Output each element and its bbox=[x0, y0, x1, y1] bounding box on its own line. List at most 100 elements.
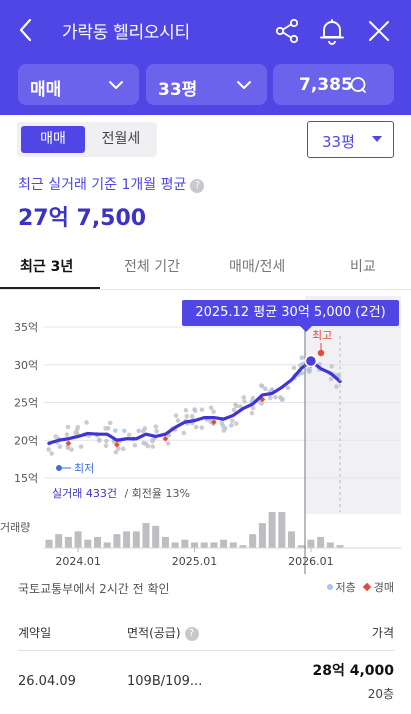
volume-bar bbox=[84, 539, 92, 548]
y-tick-label: 20억 bbox=[14, 434, 38, 447]
share-icon[interactable] bbox=[274, 18, 300, 44]
tab-sale-rent[interactable]: 매매/전세 bbox=[229, 259, 286, 275]
trade-point bbox=[142, 426, 148, 431]
row-floor: 20층 bbox=[367, 687, 394, 701]
trade-stats: 실거래 433건 / 회전율 13% bbox=[52, 487, 190, 500]
volume-bar bbox=[317, 536, 325, 548]
tab-recent-3y[interactable]: 최근 3년 bbox=[20, 259, 74, 275]
close-icon[interactable] bbox=[366, 18, 392, 44]
volume-bar bbox=[326, 542, 334, 548]
auction-diamond-icon bbox=[362, 582, 371, 592]
volume-bar bbox=[307, 539, 315, 548]
trade-point bbox=[233, 402, 238, 407]
trade-point bbox=[184, 413, 190, 419]
trade-point bbox=[120, 446, 126, 452]
volume-bar bbox=[132, 531, 140, 548]
trade-point bbox=[189, 414, 195, 419]
x-tick-label: 2024.01 bbox=[55, 555, 101, 568]
volume-bar bbox=[142, 523, 150, 548]
high-marker: 최고 bbox=[312, 329, 332, 357]
back-arrow-icon[interactable] bbox=[14, 17, 40, 43]
size-dropdown[interactable]: 33평 bbox=[146, 64, 267, 105]
trade-point bbox=[150, 444, 155, 449]
trade-point bbox=[285, 385, 291, 391]
price-basis-text: 최근 실거래 기준 1개월 평균 bbox=[18, 177, 187, 193]
chart-legend: 저층 경매 bbox=[326, 579, 394, 595]
x-axis-ticks: 2024.01 2025.01 2026.01 bbox=[55, 548, 334, 568]
trade-point bbox=[291, 365, 297, 371]
trade-point bbox=[153, 424, 159, 429]
volume-bar bbox=[239, 545, 247, 548]
turnover-rate: / 회전율 13% bbox=[124, 487, 190, 500]
trade-point bbox=[249, 410, 255, 416]
tooltip-tail bbox=[300, 326, 312, 332]
trade-toggle: 매매 전월세 bbox=[17, 122, 157, 157]
volume-bar bbox=[64, 536, 72, 548]
bell-icon[interactable] bbox=[318, 17, 346, 45]
row-area: 109B/109... bbox=[127, 674, 203, 689]
trade-point bbox=[267, 395, 273, 401]
low-marker: 최저 bbox=[56, 462, 94, 475]
trade-point bbox=[113, 449, 119, 455]
period-tabs: 최근 3년 전체 기간 매매/전세 비교 bbox=[0, 240, 411, 290]
trade-point bbox=[103, 443, 109, 449]
trade-point bbox=[229, 418, 235, 424]
trade-point bbox=[241, 395, 247, 400]
tab-compare[interactable]: 비교 bbox=[350, 259, 376, 275]
trade-point bbox=[242, 399, 247, 404]
trade-point bbox=[78, 444, 84, 449]
trade-point bbox=[73, 430, 78, 436]
trade-point bbox=[154, 428, 159, 434]
trade-type-dropdown[interactable]: 매매 bbox=[18, 64, 139, 105]
trade-point bbox=[84, 420, 89, 425]
volume-bar bbox=[288, 531, 295, 548]
volume-bar bbox=[171, 542, 179, 548]
size-select-value: 33평 bbox=[322, 133, 355, 151]
size-select[interactable]: 33평 bbox=[307, 121, 394, 158]
trade-point bbox=[132, 442, 138, 448]
trade-point bbox=[183, 407, 189, 413]
top-bar: 가락동 헬리오시티 bbox=[0, 0, 411, 60]
trade-point bbox=[136, 428, 142, 434]
chart-tooltip: 2025.12 평균 30억 5,000 (2건) bbox=[182, 300, 399, 326]
price-chart[interactable]: 35억 30억 25억 20억 15억 2024.01 2025.01 2026.01 최고… bbox=[0, 292, 411, 582]
col-area: 면적(공급)? bbox=[127, 624, 199, 641]
trade-point bbox=[221, 428, 227, 433]
trade-point bbox=[46, 447, 51, 452]
trade-point bbox=[199, 407, 205, 412]
trade-point bbox=[150, 438, 155, 444]
trade-point bbox=[233, 421, 239, 426]
tab-all-period[interactable]: 전체 기간 bbox=[124, 259, 180, 275]
volume-bar bbox=[152, 525, 160, 548]
trade-point bbox=[259, 383, 264, 388]
trade-point bbox=[273, 394, 278, 400]
trade-point bbox=[219, 420, 225, 426]
trade-point bbox=[69, 447, 74, 452]
trade-point bbox=[269, 387, 275, 392]
trade-point bbox=[75, 424, 81, 430]
legend-auction: 경매 bbox=[373, 581, 394, 594]
price-basis-label: 최근 실거래 기준 1개월 평균? bbox=[18, 174, 205, 194]
trade-point bbox=[121, 428, 127, 434]
volume-bar bbox=[297, 545, 305, 548]
toggle-rent[interactable]: 전월세 bbox=[101, 131, 141, 147]
trade-point bbox=[145, 443, 151, 449]
col-area-label: 면적(공급) bbox=[127, 626, 181, 640]
trade-point bbox=[231, 407, 237, 413]
help-icon[interactable]: ? bbox=[184, 627, 199, 641]
volume-bar bbox=[278, 512, 286, 548]
volume-bar bbox=[103, 542, 111, 548]
app-header: 가락동 헬리오시티 매매 33평 7,385 bbox=[0, 0, 411, 115]
volume-axis-label: 거래량 bbox=[0, 521, 30, 534]
x-tick-label: 2025.01 bbox=[172, 555, 218, 568]
toggle-sale[interactable]: 매매 bbox=[21, 126, 85, 153]
y-tick-label: 15억 bbox=[14, 472, 38, 485]
volume-bar bbox=[220, 539, 228, 548]
trade-point bbox=[299, 370, 305, 376]
low-label: 최저 bbox=[74, 462, 94, 475]
volume-bar bbox=[336, 545, 344, 548]
trade-point bbox=[307, 368, 312, 373]
listing-count-button[interactable]: 7,385 bbox=[273, 64, 394, 105]
volume-bar bbox=[55, 534, 63, 548]
help-icon[interactable]: ? bbox=[190, 179, 205, 193]
